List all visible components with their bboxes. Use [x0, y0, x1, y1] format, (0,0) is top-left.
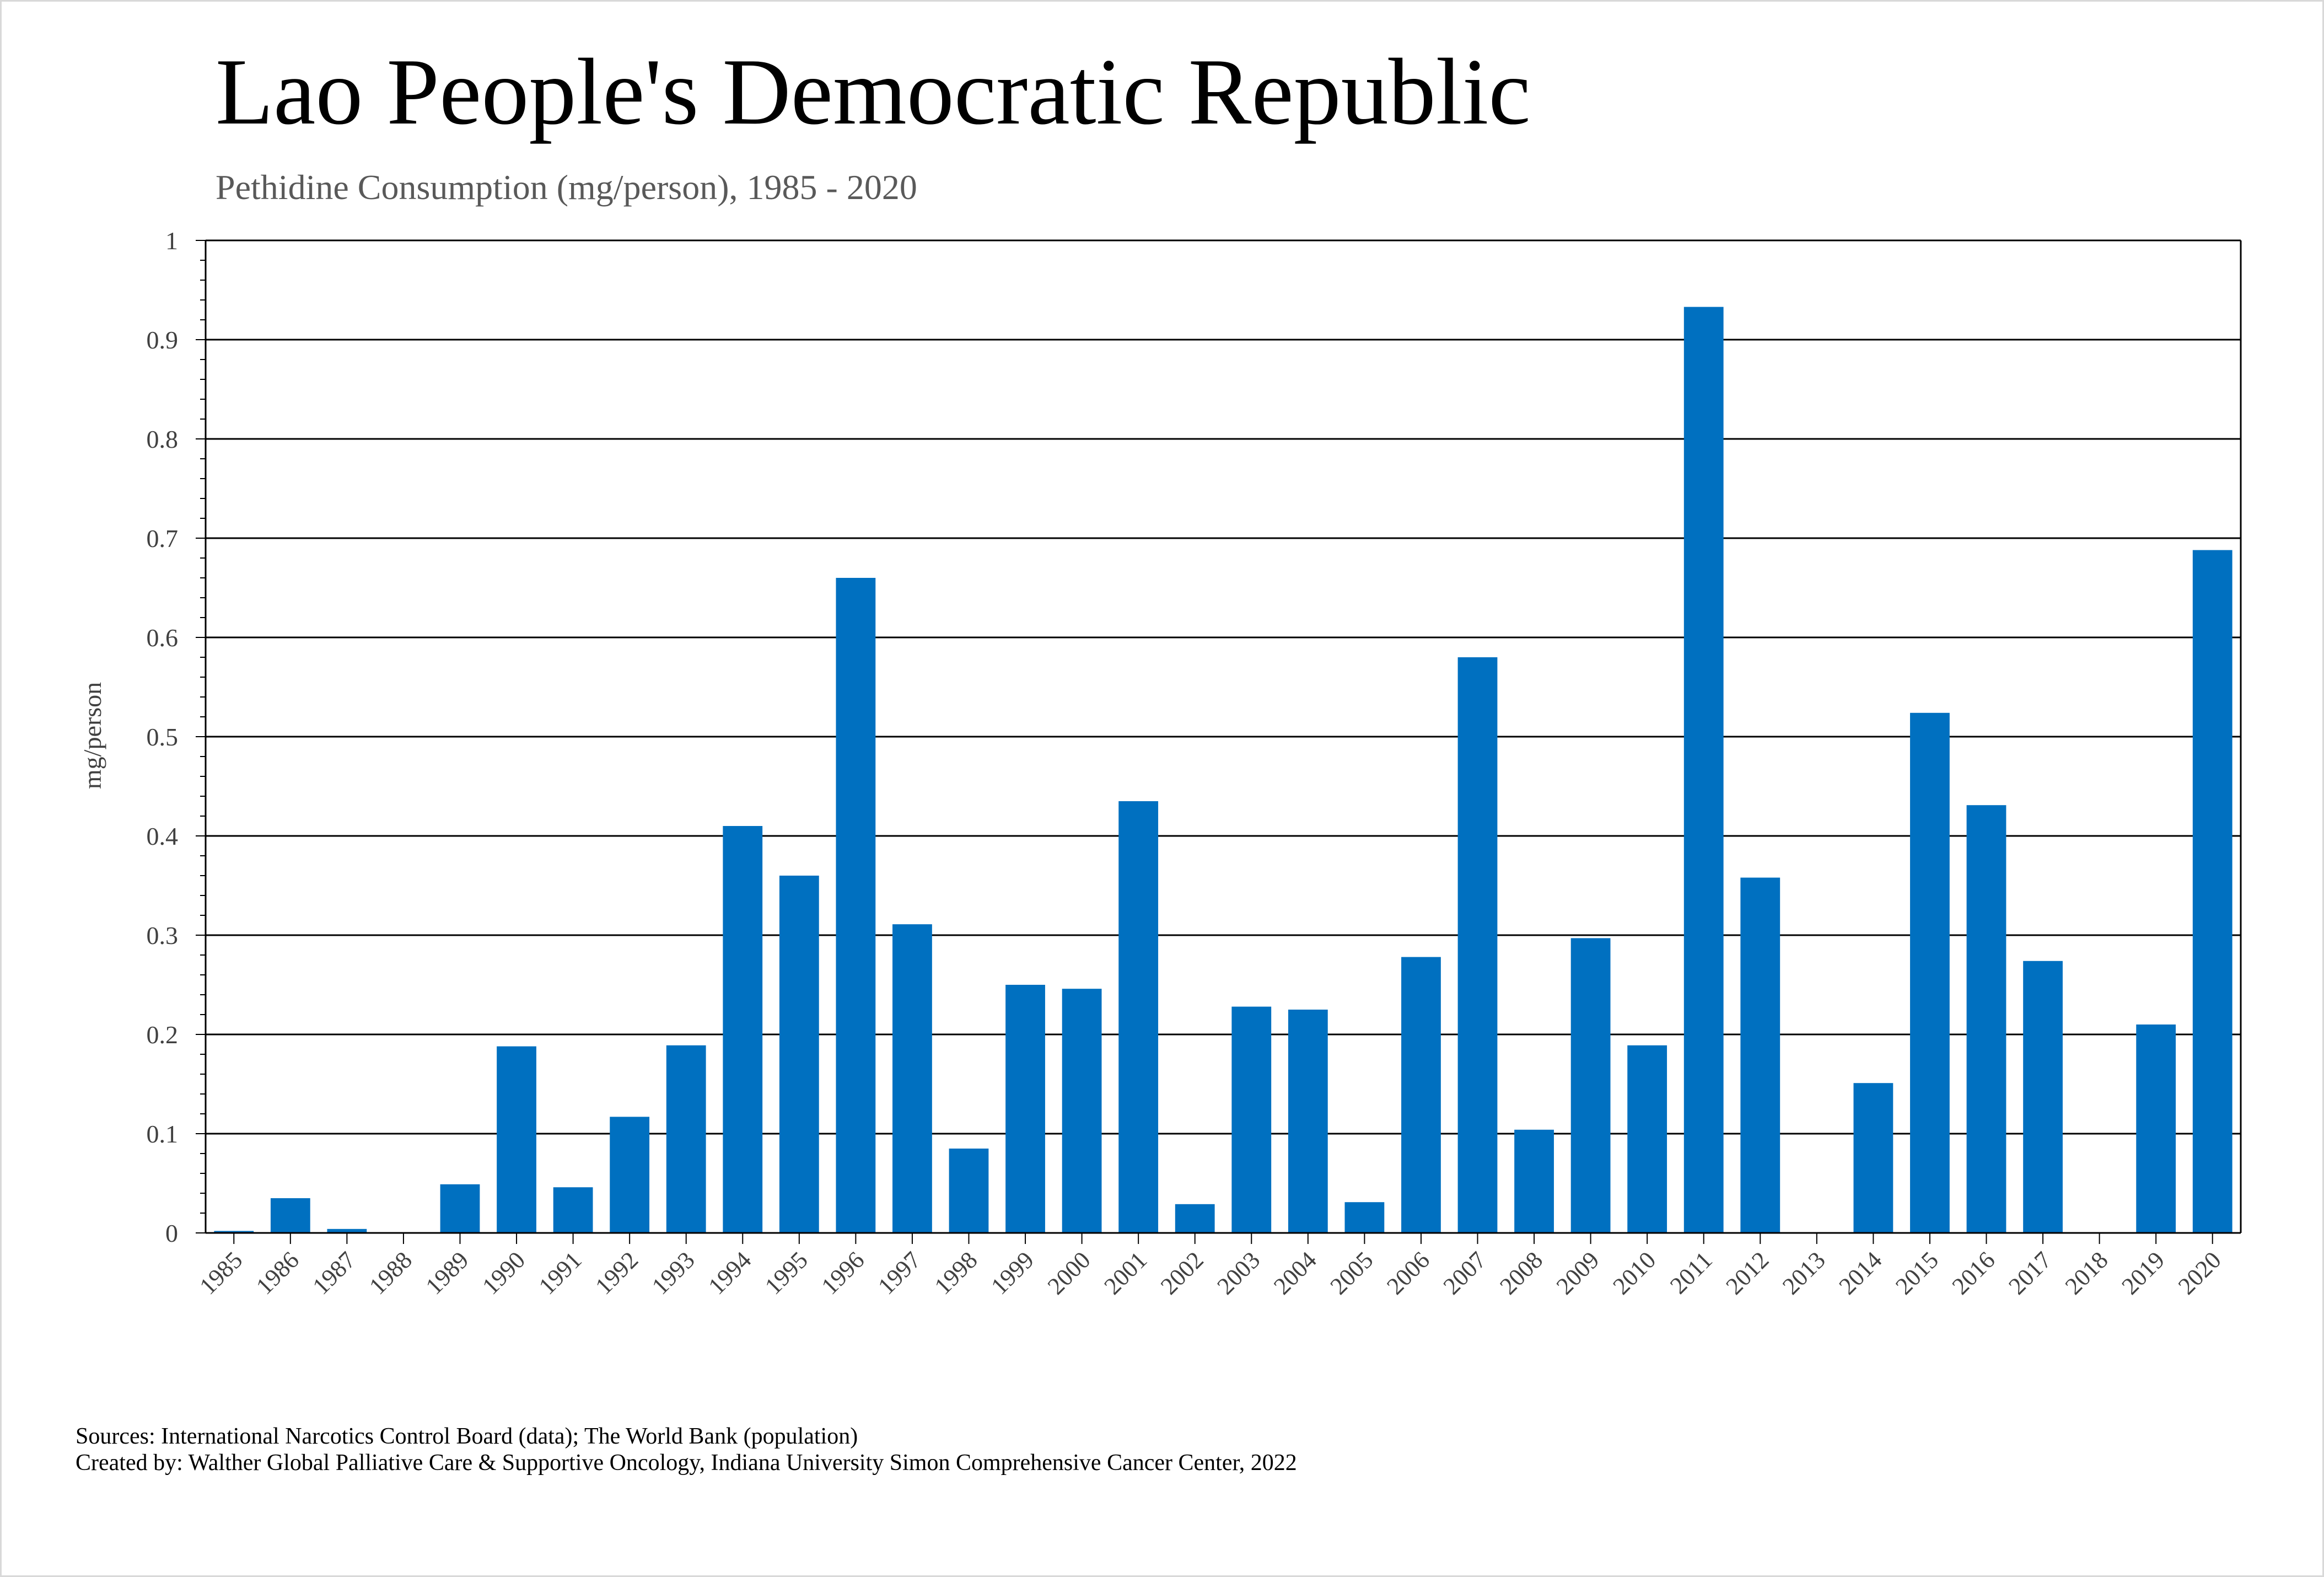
x-tick-label: 2000 — [1042, 1246, 1096, 1300]
y-tick-label: 0.8 — [147, 425, 179, 453]
x-tick-label: 2001 — [1099, 1246, 1152, 1300]
x-tick-label: 1994 — [703, 1246, 756, 1300]
x-tick-label: 1988 — [364, 1246, 417, 1300]
bar-1995 — [779, 876, 819, 1233]
x-tick-label: 1996 — [816, 1246, 870, 1300]
y-tick-label: 0 — [165, 1219, 178, 1247]
x-tick-label: 2011 — [1665, 1246, 1718, 1299]
bar-2019 — [2136, 1024, 2176, 1233]
x-tick-label: 2010 — [1607, 1246, 1661, 1300]
bar-2014 — [1853, 1083, 1893, 1233]
sources-note: Sources: International Narcotics Control… — [76, 1424, 858, 1449]
x-tick-label: 1991 — [534, 1246, 587, 1300]
bar-2012 — [1740, 877, 1780, 1233]
x-tick-label: 2008 — [1494, 1246, 1548, 1300]
bar-2006 — [1401, 957, 1441, 1233]
credits-note: Created by: Walther Global Palliative Ca… — [76, 1450, 1297, 1476]
bar-1994 — [723, 826, 763, 1233]
chart-title: Lao People's Democratic Republic — [216, 40, 1531, 144]
bar-1989 — [440, 1184, 480, 1233]
x-tick-label: 2017 — [2003, 1246, 2057, 1300]
y-tick-label: 1 — [165, 227, 178, 255]
bar-1985 — [214, 1231, 254, 1233]
x-tick-label: 2006 — [1381, 1246, 1435, 1300]
y-tick-label: 0.1 — [147, 1120, 179, 1148]
y-tick-label: 0.9 — [147, 326, 179, 354]
bars — [214, 307, 2232, 1233]
x-tick-label: 1985 — [194, 1246, 248, 1300]
bar-2001 — [1118, 801, 1159, 1233]
bar-2016 — [1966, 805, 2006, 1233]
axes — [196, 240, 2242, 1244]
bar-2008 — [1514, 1129, 1554, 1233]
x-tick-label: 1999 — [986, 1246, 1039, 1300]
x-tick-label: 2018 — [2060, 1246, 2113, 1300]
x-tick-label: 1989 — [421, 1246, 474, 1300]
x-tick-label: 1993 — [647, 1246, 700, 1300]
x-tick-label: 2016 — [1947, 1246, 2000, 1300]
bar-1998 — [949, 1149, 989, 1233]
bar-2020 — [2192, 550, 2232, 1233]
bar-1997 — [892, 924, 932, 1233]
bar-1993 — [666, 1045, 706, 1233]
bar-2015 — [1910, 712, 1950, 1233]
bar-1986 — [270, 1198, 310, 1233]
x-tick-label: 1998 — [929, 1246, 983, 1300]
x-tick-label: 2003 — [1212, 1246, 1265, 1300]
chart-subtitle: Pethidine Consumption (mg/person), 1985 … — [216, 168, 917, 207]
x-tick-label: 1986 — [251, 1246, 304, 1300]
x-tick-label: 2020 — [2173, 1246, 2226, 1300]
bar-2004 — [1288, 1010, 1328, 1233]
x-tick-label: 2013 — [1777, 1246, 1831, 1300]
gridlines — [206, 239, 2241, 1135]
x-tick-label: 2005 — [1325, 1246, 1379, 1300]
x-tick-label: 1987 — [308, 1246, 361, 1300]
bar-2005 — [1344, 1202, 1385, 1233]
bar-2017 — [2023, 961, 2063, 1233]
bar-2009 — [1570, 938, 1611, 1233]
x-tick-label: 2004 — [1268, 1246, 1322, 1300]
y-tick-label: 0.5 — [147, 723, 179, 751]
bar-2002 — [1175, 1204, 1215, 1233]
x-tick-label: 1992 — [590, 1246, 643, 1300]
y-tick-label: 0.7 — [147, 524, 179, 553]
y-tick-label: 0.4 — [147, 822, 179, 850]
bar-1999 — [1005, 985, 1045, 1233]
x-tick-label: 2012 — [1720, 1246, 1774, 1300]
x-tick-label: 1995 — [760, 1246, 813, 1300]
x-tick-label: 2019 — [2116, 1246, 2170, 1300]
x-tick-label: 2007 — [1438, 1246, 1492, 1300]
y-tick-label: 0.3 — [147, 921, 179, 950]
y-axis-label: mg/person — [78, 682, 106, 789]
x-tick-label: 2014 — [1834, 1246, 1887, 1300]
y-tick-label: 0.2 — [147, 1021, 179, 1049]
bar-2011 — [1683, 307, 1724, 1233]
bar-2010 — [1627, 1045, 1667, 1233]
x-tick-label: 2009 — [1551, 1246, 1605, 1300]
bar-2007 — [1457, 657, 1498, 1233]
bar-2003 — [1231, 1006, 1272, 1233]
bar-1987 — [327, 1229, 367, 1233]
y-tick-label: 0.6 — [147, 624, 179, 652]
bar-1990 — [497, 1046, 536, 1233]
x-tick-label: 2015 — [1890, 1246, 1944, 1300]
x-tick-label: 1997 — [873, 1246, 926, 1300]
x-tick-label: 1990 — [477, 1246, 530, 1300]
bar-1996 — [836, 578, 876, 1233]
bar-1992 — [610, 1117, 650, 1233]
bar-1991 — [553, 1187, 593, 1233]
x-tick-label: 2002 — [1155, 1246, 1209, 1300]
bar-2000 — [1062, 989, 1102, 1233]
